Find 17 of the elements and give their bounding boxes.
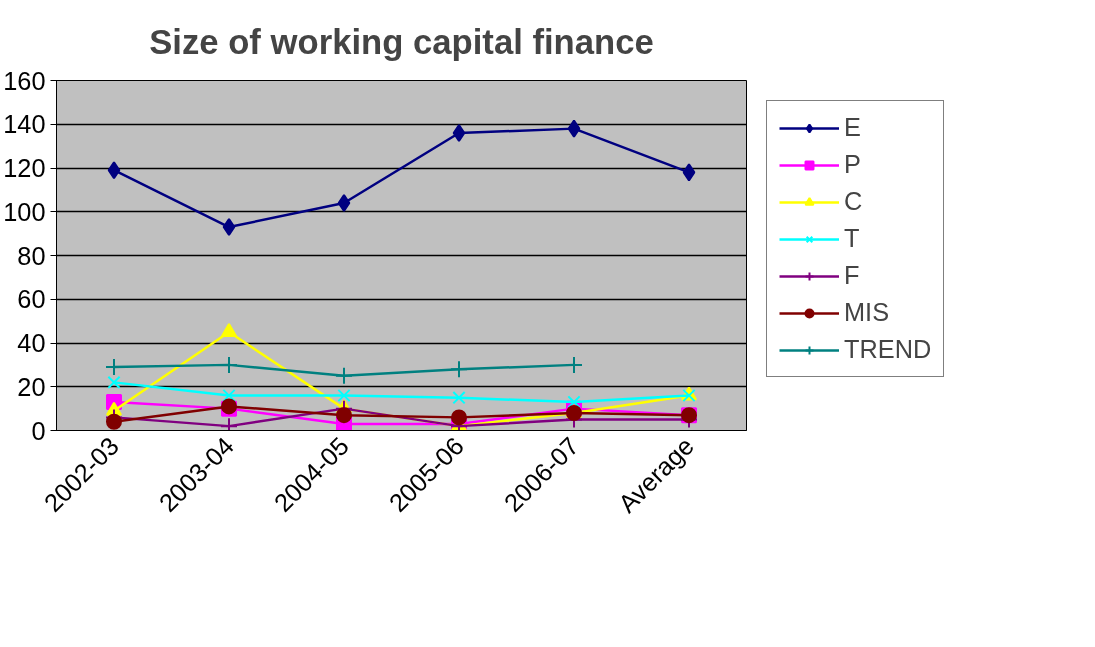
y-tick-label: 60 [17,285,46,314]
legend-label: E [844,113,862,142]
legend-label: TREND [844,335,932,364]
legend-label: MIS [844,298,890,327]
y-tick-label: 160 [3,66,46,95]
y-tick-label: 80 [17,241,46,270]
legend-label: P [844,150,862,179]
legend-label: C [844,187,864,216]
y-tick-label: 20 [17,372,46,401]
legend-label: T [844,224,861,253]
y-tick-label: 140 [3,110,46,139]
y-tick-label: 40 [17,329,46,357]
y-tick-label: 100 [3,197,46,226]
chart-title: Size of working capital finance [149,22,654,61]
y-tick-label: 0 [31,416,46,445]
y-tick-label: 120 [3,154,46,182]
legend-label: F [844,261,861,290]
